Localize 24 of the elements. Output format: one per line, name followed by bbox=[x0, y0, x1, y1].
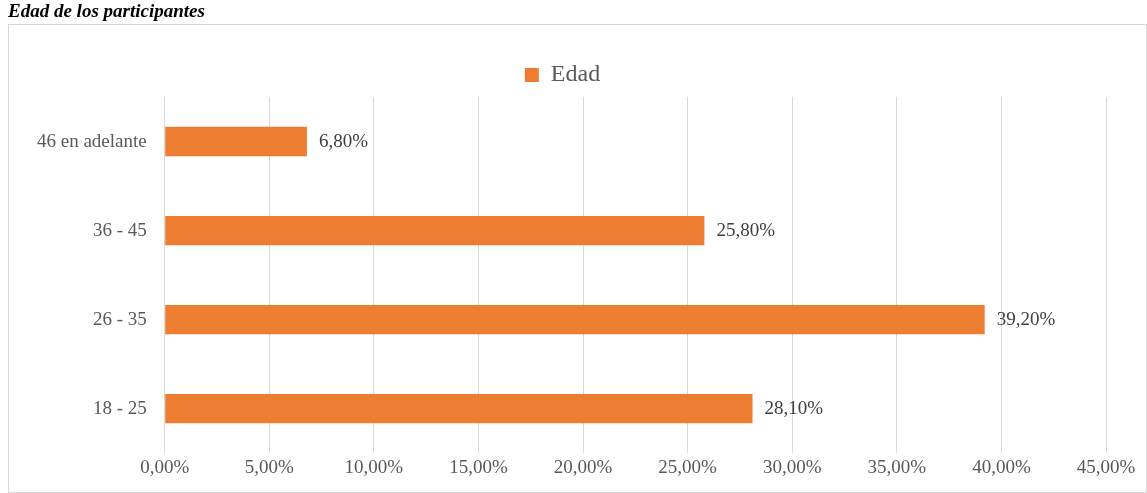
data-label: 39,20% bbox=[996, 307, 1056, 329]
y-tick-label: 46 en adelante bbox=[36, 129, 147, 151]
legend-label: Edad bbox=[550, 60, 601, 87]
y-tick-label: 26 - 35 bbox=[92, 307, 147, 329]
y-tick-label: 36 - 45 bbox=[92, 218, 147, 240]
chart-title: Edad de los participantes bbox=[7, 0, 206, 23]
x-tick-label: 0,00% bbox=[140, 455, 190, 477]
x-tick-label: 5,00% bbox=[244, 455, 295, 477]
x-tick-label: 10,00% bbox=[344, 455, 404, 477]
data-label: 6,80% bbox=[318, 129, 369, 151]
x-tick-label: 35,00% bbox=[867, 455, 927, 477]
data-label: 28,10% bbox=[764, 396, 824, 418]
x-tick-label: 20,00% bbox=[553, 455, 613, 477]
data-label: 25,80% bbox=[716, 218, 776, 240]
bar bbox=[165, 393, 753, 424]
x-tick-label: 40,00% bbox=[972, 455, 1031, 477]
bar bbox=[165, 304, 985, 335]
x-tick-label: 15,00% bbox=[449, 455, 508, 477]
bar bbox=[165, 126, 307, 157]
x-tick-label: 25,00% bbox=[658, 455, 718, 477]
y-tick-label: 18 - 25 bbox=[92, 396, 147, 418]
x-tick-label: 30,00% bbox=[762, 455, 822, 477]
bar bbox=[165, 215, 705, 246]
x-tick-label: 45,00% bbox=[1076, 455, 1136, 477]
